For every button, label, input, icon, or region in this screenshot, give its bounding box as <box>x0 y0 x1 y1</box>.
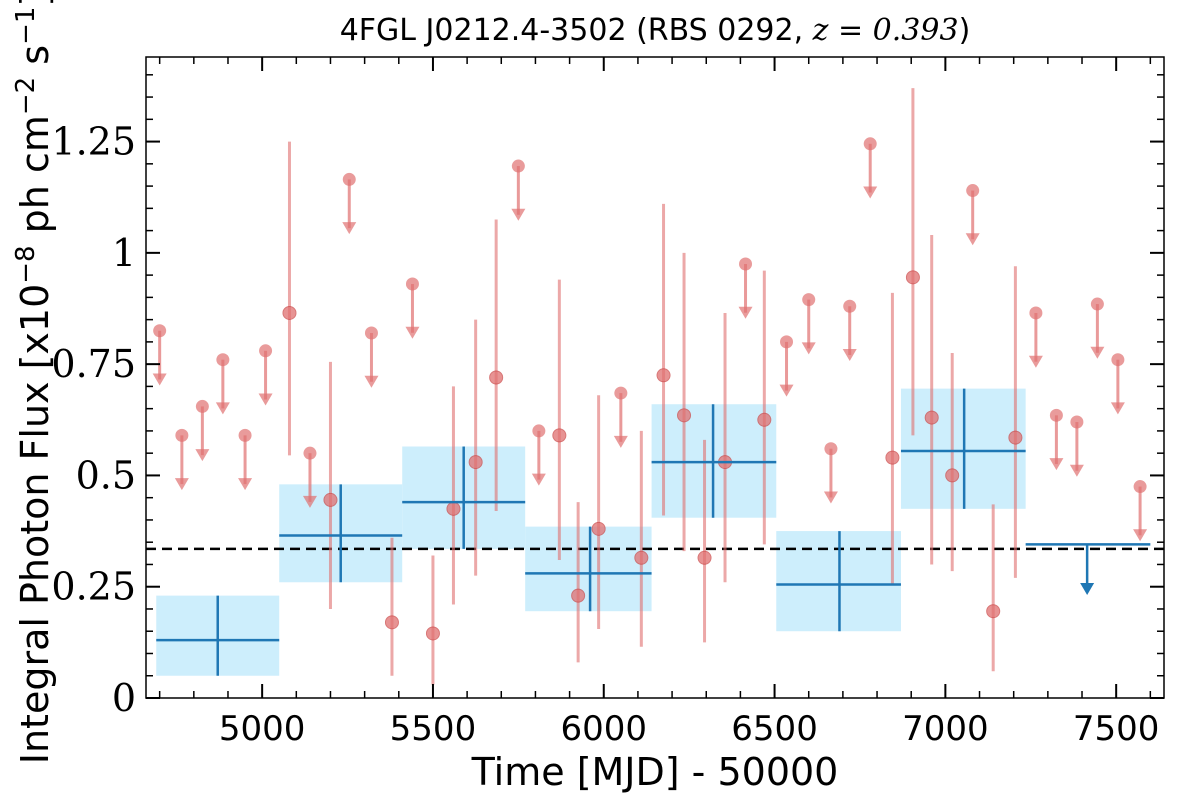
detection-point <box>282 305 297 320</box>
upper-limit-arrow-head <box>195 449 210 462</box>
upper-limit-point <box>511 159 525 173</box>
upper-limit-arrow-head <box>738 306 753 319</box>
detection-point <box>986 604 1001 619</box>
upper-limit-point <box>739 257 753 271</box>
upper-limit-point <box>303 446 317 460</box>
upper-limit-point <box>1090 297 1104 311</box>
x-axis-label: Time [MJD] - 50000 <box>471 750 839 794</box>
upper-limit-point <box>1070 415 1084 429</box>
upper-limit-point <box>175 428 189 442</box>
long-bin-box <box>525 526 652 612</box>
upper-limit-arrow-head <box>823 491 838 504</box>
upper-limit-point <box>802 293 816 307</box>
y-tick-label: 0 <box>112 676 136 720</box>
x-tick-label: 5500 <box>390 709 477 749</box>
y-tick-label: 1.25 <box>51 120 136 164</box>
upper-limit-point <box>780 335 794 349</box>
upper-limit-arrow-head <box>779 384 794 397</box>
upper-limit-arrow-head <box>613 435 628 448</box>
detection-point <box>552 428 567 443</box>
upper-limit-arrow-head <box>1028 355 1043 368</box>
x-axis: 5000 5500 6000 6500 7000 7500 <box>158 57 1160 749</box>
upper-limit-point <box>863 137 877 151</box>
upper-limit-arrow-head <box>863 186 878 199</box>
upper-limit-point <box>342 172 356 186</box>
x-tick-label: 5000 <box>219 709 306 749</box>
upper-limit-arrow-head <box>174 478 189 491</box>
upper-limit-arrow-head <box>1110 402 1125 415</box>
detection-point <box>1008 430 1023 445</box>
upper-limit-point <box>405 277 419 291</box>
detection-point <box>384 615 399 630</box>
upper-limit-arrow-head <box>342 222 357 235</box>
upper-limit-arrow-head <box>965 233 980 246</box>
upper-limit-arrow-head <box>1049 458 1064 471</box>
upper-limit-arrow-head <box>531 473 546 486</box>
upper-limit-arrow-head <box>238 478 253 491</box>
long-bin-upper-limit-arrow <box>1080 582 1095 595</box>
upper-limit-point <box>238 428 252 442</box>
y-tick-label: 1 <box>112 231 136 275</box>
detection-point <box>634 550 649 565</box>
upper-limit-arrow-head <box>511 208 526 221</box>
detection-point <box>446 501 461 516</box>
detection-point <box>468 455 483 470</box>
x-tick-label: 6500 <box>731 709 818 749</box>
upper-limit-point <box>532 424 546 438</box>
upper-limit-arrow-head <box>152 373 167 386</box>
detection-point <box>571 588 586 603</box>
detection-point <box>656 368 671 383</box>
detection-point <box>757 412 772 427</box>
y-axis: 0 0.25 0.5 0.75 1 1.25 <box>51 74 1164 720</box>
upper-limit-point <box>195 399 209 413</box>
y-axis-label: Integral Photon Flux [x10−8 ph cm−2 s−1] <box>11 0 57 764</box>
detection-point <box>924 410 939 425</box>
upper-limit-point <box>843 299 857 313</box>
upper-limit-point <box>966 184 980 198</box>
detection-point <box>323 492 338 507</box>
upper-limit-point <box>1029 306 1043 320</box>
x-tick-label: 6000 <box>560 709 647 749</box>
upper-limit-point <box>153 324 167 338</box>
detection-point <box>677 408 692 423</box>
upper-limit-arrow-head <box>364 375 379 388</box>
upper-limit-point <box>614 386 628 400</box>
detection-point <box>945 468 960 483</box>
plot-frame <box>145 56 1165 699</box>
upper-limit-point <box>824 442 838 456</box>
detection-point <box>489 370 504 385</box>
chart-title: 4FGL J0212.4-3502 (RBS 0292, z = 0.393) <box>340 13 971 48</box>
plot-area <box>146 88 1164 685</box>
upper-limit-point <box>1111 353 1125 367</box>
upper-limit-point <box>216 353 230 367</box>
y-tick-label: 0.75 <box>51 342 136 386</box>
upper-limit-arrow-head <box>215 402 230 415</box>
detection-point <box>885 450 900 465</box>
upper-limit-arrow-head <box>405 326 420 339</box>
upper-limit-arrow-head <box>302 495 317 508</box>
detection-point <box>591 521 606 536</box>
upper-limit-point <box>1133 480 1147 494</box>
upper-limit-arrow-head <box>1090 346 1105 359</box>
upper-limit-arrow-head <box>842 349 857 362</box>
upper-limit-arrow-head <box>1133 529 1148 542</box>
detection-point <box>697 550 712 565</box>
y-tick-label: 0.5 <box>76 453 136 497</box>
detection-point <box>905 270 920 285</box>
upper-limit-point <box>1049 408 1063 422</box>
y-tick-label: 0.25 <box>51 565 136 609</box>
x-tick-label: 7500 <box>1073 709 1160 749</box>
detection-point <box>425 626 440 641</box>
upper-limit-point <box>259 344 273 358</box>
upper-limit-arrow-head <box>258 393 273 406</box>
upper-limit-point <box>364 326 378 340</box>
upper-limit-arrow-head <box>1069 464 1084 477</box>
x-tick-label: 7000 <box>902 709 989 749</box>
upper-limit-arrow-head <box>801 342 816 355</box>
